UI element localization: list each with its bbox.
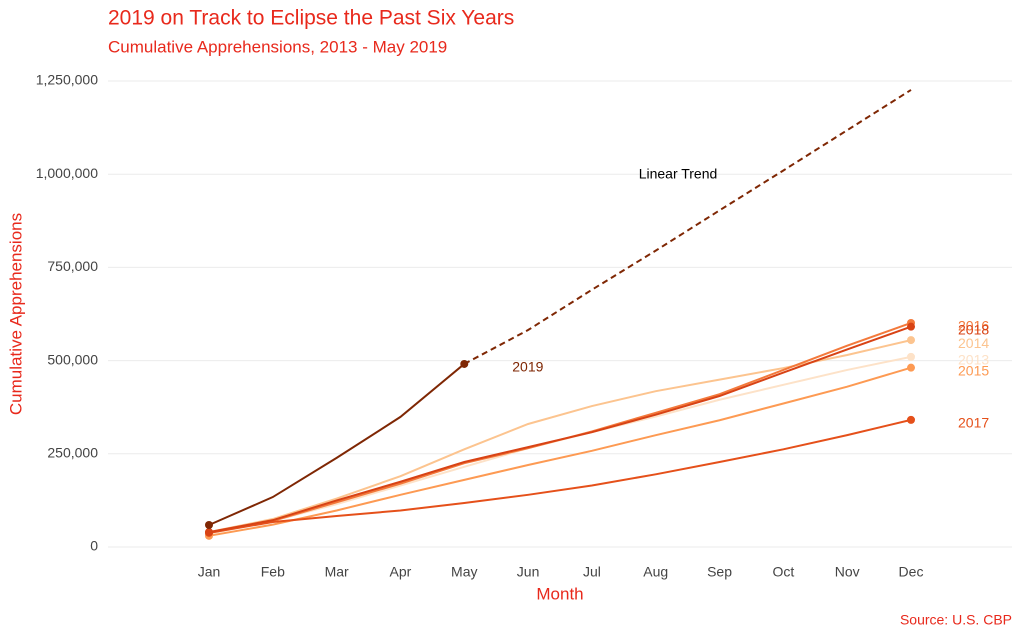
y-tick-label: 500,000 <box>47 351 98 367</box>
series-point <box>907 352 915 361</box>
x-tick-label: Mar <box>325 564 349 580</box>
x-tick-label: Apr <box>390 564 412 580</box>
x-axis-title: Month <box>536 584 583 603</box>
series-line <box>208 363 465 526</box>
series-label: 2017 <box>958 415 989 431</box>
x-tick-label: Dec <box>899 564 924 580</box>
x-tick-label: May <box>451 564 477 580</box>
series-line <box>208 325 912 534</box>
series-label: 2013 <box>958 352 989 368</box>
series-line <box>208 418 912 534</box>
y-tick-label: 1,000,000 <box>36 165 98 181</box>
series-point <box>907 322 915 331</box>
series-line <box>208 366 912 537</box>
y-tick-label: 250,000 <box>47 445 98 461</box>
x-tick-label: Jun <box>517 564 540 580</box>
x-tick-label: Jan <box>198 564 221 580</box>
trend-label: Linear Trend <box>639 166 718 182</box>
caption: Source: U.S. CBP <box>900 612 1012 628</box>
x-tick-label: Nov <box>835 564 860 580</box>
series-point <box>907 415 915 424</box>
x-tick-label: Aug <box>643 564 668 580</box>
x-tick-label: Oct <box>772 564 794 580</box>
chart-title: 2019 on Track to Eclipse the Past Six Ye… <box>108 7 514 30</box>
series-point <box>205 528 213 537</box>
trend-line <box>463 89 912 365</box>
series-label: 2018 <box>958 321 989 337</box>
series-label: 2016 <box>958 318 989 334</box>
series-point <box>907 363 915 372</box>
series-label: 2019 <box>512 359 543 375</box>
x-tick-label: Feb <box>261 564 285 580</box>
series-point <box>205 521 213 530</box>
y-axis-title: Cumulative Apprehensions <box>6 213 25 415</box>
chart-subtitle: Cumulative Apprehensions, 2013 - May 201… <box>108 37 447 56</box>
y-tick-label: 750,000 <box>47 258 98 274</box>
series-line <box>208 322 912 534</box>
series-label: 2015 <box>958 362 989 378</box>
x-tick-label: Sep <box>707 564 732 580</box>
series-label: 2014 <box>958 335 989 351</box>
series-line <box>208 339 912 534</box>
series-point <box>907 336 915 345</box>
y-tick-label: 1,250,000 <box>36 72 98 88</box>
x-tick-label: Jul <box>583 564 601 580</box>
y-tick-label: 0 <box>90 538 98 554</box>
